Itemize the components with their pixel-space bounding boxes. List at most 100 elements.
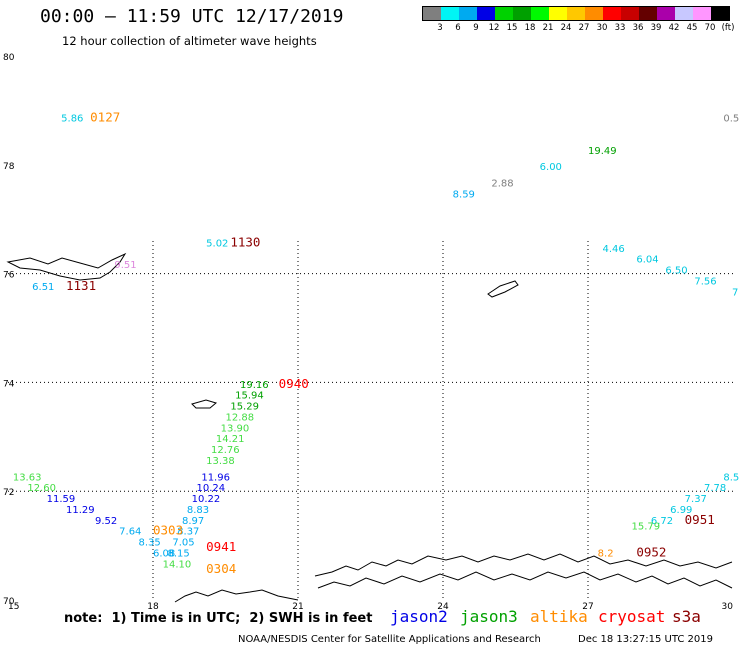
wave-height-label: 6.99 bbox=[670, 505, 692, 516]
color-swatch bbox=[423, 7, 441, 20]
color-scale-tick: 39 bbox=[650, 23, 662, 33]
lat-lon-grid bbox=[8, 240, 733, 600]
pass-time-label: 1131 bbox=[66, 278, 96, 293]
color-swatch bbox=[459, 7, 477, 20]
wave-height-label: 12.76 bbox=[211, 445, 240, 456]
wave-height-label: 8.35 bbox=[139, 538, 161, 549]
wave-height-label: 12.88 bbox=[226, 412, 255, 423]
color-swatch bbox=[513, 7, 531, 20]
lon-tick-label: 30 bbox=[722, 602, 734, 612]
color-scale-tick: 24 bbox=[560, 23, 572, 33]
hopen-island bbox=[487, 280, 519, 298]
lat-tick-label: 80 bbox=[3, 53, 15, 63]
color-swatch bbox=[549, 7, 567, 20]
coastlines bbox=[6, 252, 733, 603]
color-swatch bbox=[639, 7, 657, 20]
wave-height-label: 9.52 bbox=[95, 516, 117, 527]
wave-height-label: 8.59 bbox=[453, 189, 475, 200]
wave-height-label: 13.38 bbox=[206, 456, 235, 467]
wave-height-label: 8.5 bbox=[723, 472, 739, 483]
color-scale-tick: 9 bbox=[473, 23, 479, 33]
wave-height-labels: 5.86 0127 0.5 19.49 6.00 2.88 8.59 5.02 1130 4.46… bbox=[13, 109, 739, 576]
pass-time-label: 1130 bbox=[230, 234, 260, 249]
wave-height-label: 8.83 bbox=[187, 505, 209, 516]
norway-fjords bbox=[317, 571, 733, 589]
color-swatch bbox=[567, 7, 585, 20]
wave-height-label: 7.05 bbox=[172, 538, 194, 549]
color-scale-tick: 70 bbox=[704, 23, 716, 33]
lat-tick-label: 78 bbox=[3, 162, 15, 172]
pass-time-label: 0304 bbox=[206, 561, 236, 576]
lon-tick-label: 18 bbox=[147, 602, 159, 612]
satellite-s3a: s3a bbox=[672, 607, 701, 626]
color-scale-tick: 45 bbox=[686, 23, 698, 33]
wave-height-label: 5.86 bbox=[61, 113, 83, 124]
norway-coast-north bbox=[314, 553, 733, 577]
wave-height-label: 6.51 bbox=[32, 282, 54, 293]
wave-height-label: 6.04 bbox=[636, 255, 658, 266]
wave-height-label: 15.94 bbox=[235, 391, 264, 402]
color-scale-ticks: 3 6 9 12 15 18 21 24 27 30 33 36 39 42 45 70 (ft) bbox=[422, 21, 734, 35]
color-scale-tick: 21 bbox=[542, 23, 554, 33]
wave-height-label: 7.64 bbox=[119, 527, 141, 538]
color-swatch bbox=[495, 7, 513, 20]
color-swatch bbox=[441, 7, 459, 20]
color-scale-tick: 3 bbox=[437, 23, 443, 33]
color-swatch bbox=[585, 7, 603, 20]
wave-height-label: 2.88 bbox=[491, 179, 513, 190]
generation-timestamp: Dec 18 13:27:15 UTC 2019 bbox=[578, 634, 713, 645]
axis-labels: 15 18 21 24 27 30 80 78 76 74 72 70 bbox=[3, 53, 733, 612]
wave-height-label: 12.60 bbox=[27, 483, 56, 494]
credit-line: NOAA/NESDIS Center for Satellite Applica… bbox=[238, 634, 541, 645]
wave-height-label: 7.37 bbox=[685, 494, 707, 505]
norway-coast-west bbox=[174, 589, 299, 603]
satellite-jason3: jason3 bbox=[460, 607, 518, 626]
lat-tick-label: 76 bbox=[3, 271, 15, 281]
satellite-cryosat: cryosat bbox=[598, 607, 666, 626]
color-swatch bbox=[621, 7, 639, 20]
color-swatch bbox=[531, 7, 549, 20]
wave-height-label: 7.78 bbox=[704, 483, 726, 494]
wave-height-label: 5.02 bbox=[206, 238, 228, 249]
lat-tick-label: 74 bbox=[3, 379, 15, 389]
color-scale-tick: 15 bbox=[506, 23, 518, 33]
color-scale-tick: 12 bbox=[488, 23, 500, 33]
color-scale-tick: 6 bbox=[455, 23, 461, 33]
lat-tick-label: 72 bbox=[3, 488, 14, 498]
wave-height-label: 7.56 bbox=[694, 276, 716, 287]
wave-height-label: 14.21 bbox=[216, 434, 245, 445]
color-scale-tick: (ft) bbox=[721, 23, 735, 33]
pass-time-label: 0127 bbox=[90, 109, 120, 124]
bear-island bbox=[191, 399, 218, 409]
color-scale-tick: 36 bbox=[632, 23, 644, 33]
lon-tick-label: 15 bbox=[8, 602, 19, 612]
wave-height-label: 8.37 bbox=[177, 527, 199, 538]
wave-height-label: 15.29 bbox=[230, 402, 259, 413]
wave-height-label: 19.49 bbox=[588, 146, 617, 157]
color-scale-tick: 42 bbox=[668, 23, 680, 33]
wave-height-label: 9.51 bbox=[114, 260, 136, 271]
lon-tick-label: 21 bbox=[292, 602, 303, 612]
wave-height-label: 6.50 bbox=[665, 266, 687, 277]
pass-time-label: 0303 bbox=[153, 523, 183, 538]
wave-height-label: 14.10 bbox=[163, 559, 192, 570]
wave-height-label: 7 bbox=[732, 287, 738, 298]
pass-time-label: 0941 bbox=[206, 539, 236, 554]
svalbard-coast bbox=[6, 252, 127, 281]
wave-height-label: 15.79 bbox=[632, 521, 661, 532]
wave-height-label: 6.72 bbox=[651, 516, 673, 527]
wave-height-label: 10.22 bbox=[192, 494, 221, 505]
wave-height-label: 10.24 bbox=[197, 483, 226, 494]
color-scale-tick: 27 bbox=[578, 23, 590, 33]
color-swatch bbox=[477, 7, 495, 20]
satellite-jason2: jason2 bbox=[390, 607, 448, 626]
color-swatch bbox=[603, 7, 621, 20]
wave-height-label: 13.90 bbox=[221, 423, 250, 434]
wave-height-label: 8.97 bbox=[182, 516, 204, 527]
wave-height-label: 8.2 bbox=[598, 548, 614, 559]
color-swatch bbox=[675, 7, 693, 20]
wave-height-label: 11.96 bbox=[201, 472, 230, 483]
wave-height-label: 0.5 bbox=[723, 113, 739, 124]
wave-height-label: 6.08 bbox=[153, 548, 175, 559]
color-scale-legend: 3 6 9 12 15 18 21 24 27 30 33 36 39 42 45 70 (ft) bbox=[422, 6, 734, 35]
